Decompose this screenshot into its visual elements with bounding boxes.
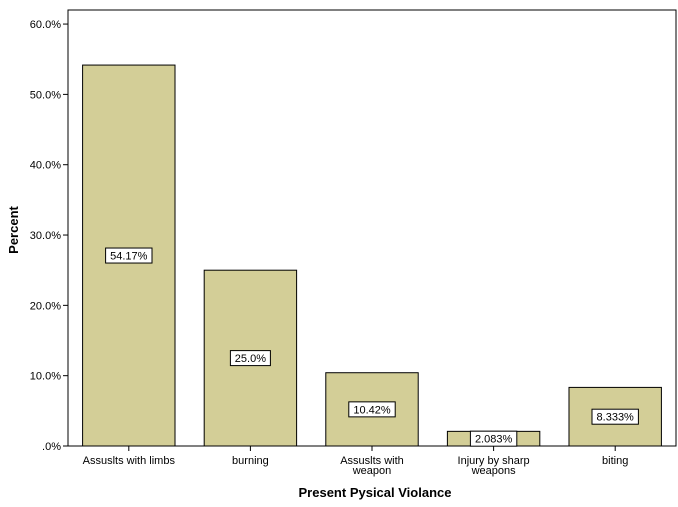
data-label: 2.083% bbox=[475, 434, 513, 446]
data-label-box bbox=[591, 408, 639, 425]
x-tick-label: burning bbox=[232, 455, 269, 467]
y-tick-label: .0% bbox=[42, 441, 61, 453]
x-tick-label: weapons bbox=[471, 465, 517, 477]
y-tick-label: 30.0% bbox=[30, 230, 61, 242]
y-tick-label: 10.0% bbox=[30, 371, 61, 383]
y-axis-label: Percent bbox=[6, 205, 21, 253]
x-tick-label: Assuslts with bbox=[340, 455, 404, 467]
x-tick-label: Injury by sharp bbox=[458, 455, 530, 467]
x-axis-label: Present Pysical Violance bbox=[299, 485, 452, 500]
data-label-box bbox=[469, 430, 518, 447]
data-label: 54.17% bbox=[110, 251, 148, 263]
data-label: 8.333% bbox=[597, 412, 635, 424]
data-label: 25.0% bbox=[235, 353, 266, 365]
y-tick-label: 50.0% bbox=[30, 89, 61, 101]
y-tick-label: 40.0% bbox=[30, 160, 61, 172]
data-label-box bbox=[348, 401, 396, 418]
data-label-box bbox=[229, 350, 271, 367]
data-label: 10.42% bbox=[353, 404, 391, 416]
x-tick-label: biting bbox=[602, 455, 628, 467]
y-tick-label: 60.0% bbox=[30, 19, 61, 31]
y-tick-label: 20.0% bbox=[30, 300, 61, 312]
x-tick-label: Assuslts with limbs bbox=[83, 455, 176, 467]
data-label-box bbox=[105, 247, 153, 264]
x-tick-label: weapon bbox=[352, 465, 392, 477]
